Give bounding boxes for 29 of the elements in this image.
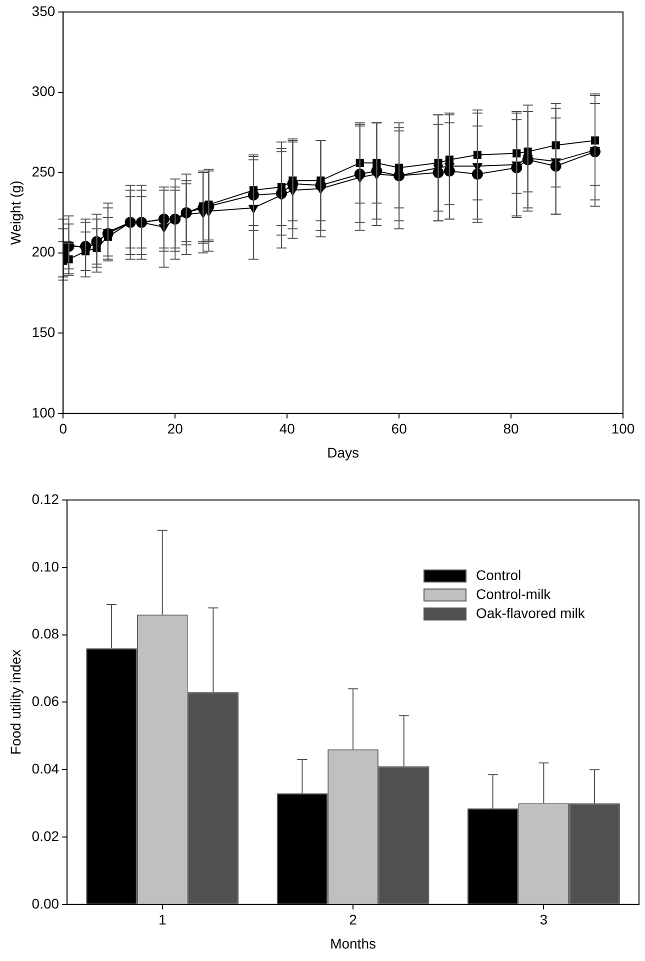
y-tick-label: 0.06	[32, 693, 60, 710]
y-tick-label: 300	[32, 83, 56, 100]
x-tick-label: 20	[167, 420, 184, 437]
x-axis-title: Days	[327, 444, 360, 460]
y-tick-label: 100	[32, 404, 56, 420]
x-axis-title: Months	[330, 935, 376, 952]
x-tick-label: 2	[349, 912, 358, 928]
x-tick-label: 100	[611, 420, 635, 437]
y-tick-label: 0.12	[32, 490, 60, 507]
y-axis-title: Food utility index	[7, 650, 24, 755]
x-tick-label: 80	[503, 420, 520, 437]
legend-label: Control-milk	[476, 586, 552, 602]
x-tick-label: 40	[279, 420, 296, 437]
y-tick-label: 0.00	[32, 895, 60, 912]
legend-label: Control	[476, 566, 522, 583]
y-tick-label: 350	[32, 2, 56, 19]
y-tick-label: 0.10	[32, 558, 60, 574]
y-tick-label: 0.04	[32, 760, 60, 776]
y-tick-label: 0.02	[32, 828, 60, 844]
x-tick-label: 0	[59, 420, 68, 437]
y-axis-title: Weight (g)	[7, 180, 24, 245]
x-tick-label: 1	[158, 912, 166, 928]
y-tick-label: 200	[32, 244, 56, 260]
y-tick-label: 150	[32, 324, 56, 340]
legend-label: Oak-flavored milk	[476, 604, 586, 621]
y-tick-label: 250	[32, 163, 56, 180]
y-tick-label: 0.08	[32, 626, 60, 642]
x-tick-label: 60	[391, 420, 408, 437]
x-tick-label: 3	[540, 912, 548, 928]
